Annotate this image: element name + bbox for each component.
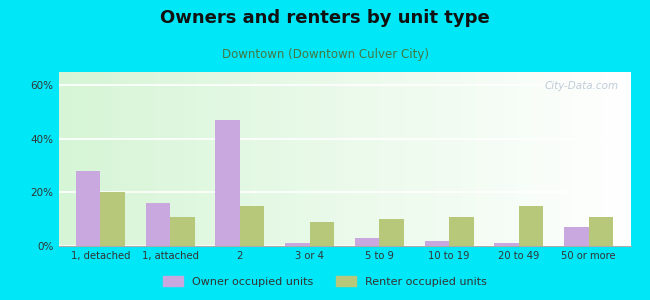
Bar	[589, 217, 613, 246]
Legend: Owner occupied units, Renter occupied units: Owner occupied units, Renter occupied un…	[159, 272, 491, 291]
Bar	[170, 217, 194, 246]
Bar	[100, 193, 125, 246]
Text: Downtown (Downtown Culver City): Downtown (Downtown Culver City)	[222, 48, 428, 61]
Bar	[146, 203, 170, 246]
Bar	[76, 171, 100, 246]
Bar	[495, 243, 519, 246]
Text: City-Data.com: City-Data.com	[545, 81, 619, 91]
Bar	[519, 206, 543, 246]
Bar	[215, 120, 240, 246]
Bar	[240, 206, 265, 246]
Bar	[380, 219, 404, 246]
Bar	[355, 238, 380, 246]
Bar	[564, 227, 589, 246]
Text: Owners and renters by unit type: Owners and renters by unit type	[160, 9, 490, 27]
Bar	[424, 241, 449, 246]
Bar	[449, 217, 474, 246]
Bar	[285, 243, 309, 246]
Bar	[309, 222, 334, 246]
